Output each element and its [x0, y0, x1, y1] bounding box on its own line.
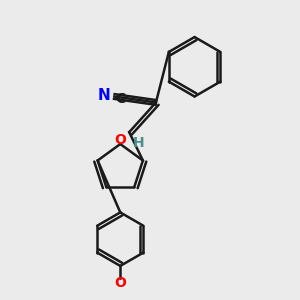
Text: N: N [98, 88, 110, 103]
Text: O: O [114, 133, 126, 147]
Text: H: H [132, 136, 144, 150]
Text: O: O [114, 276, 126, 290]
Text: C: C [116, 92, 126, 106]
